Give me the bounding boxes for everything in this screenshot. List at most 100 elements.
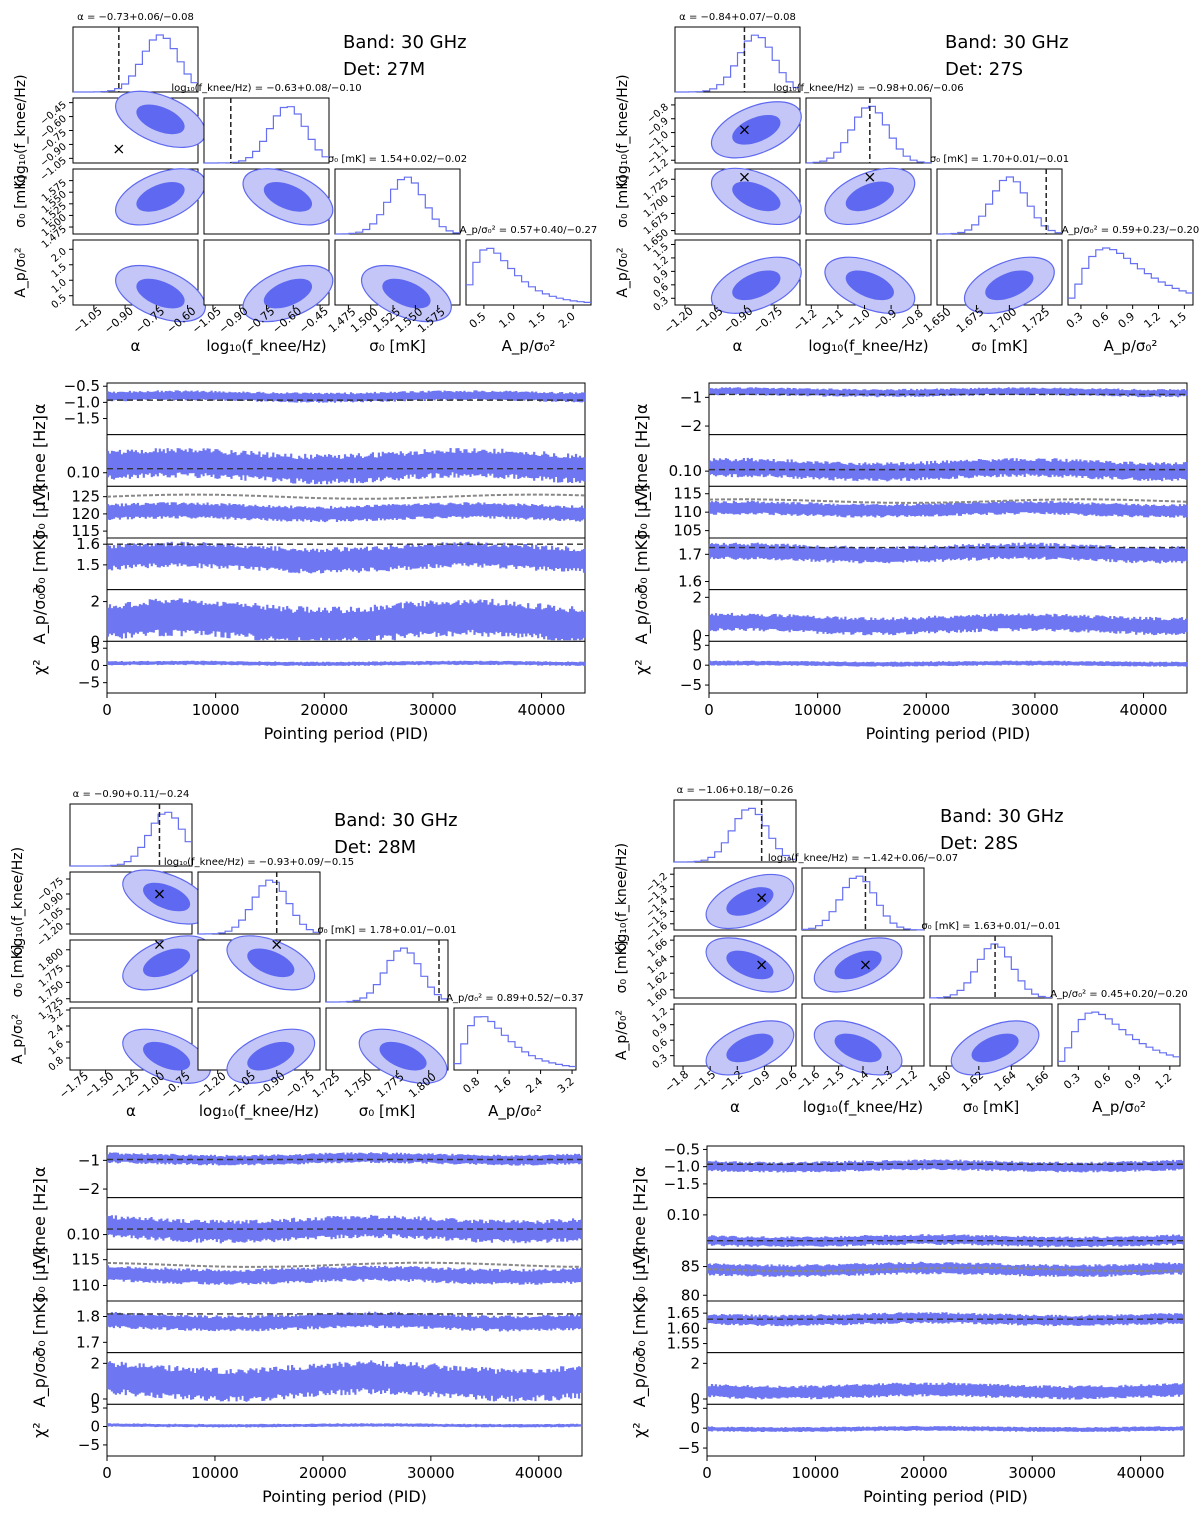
timeseries-samples	[106, 1423, 583, 1428]
posterior-title-fknee: log₁₀(f_knee/Hz) = −1.42+0.06/−0.07	[768, 853, 958, 864]
corner-cell-3-2	[325, 1007, 449, 1084]
y-axis-label-fknee: log₁₀(f_knee/Hz)	[13, 74, 29, 186]
timeseries-row-2: 85 80 σ₀ [μV]	[630, 1248, 1185, 1304]
y-tick-label: 0.10	[67, 464, 100, 482]
reference-marker	[865, 172, 875, 182]
y-tick-label: −5	[678, 1439, 700, 1457]
y-axis-label-ap: A_p/σ₀²	[615, 247, 631, 297]
contour-68	[732, 181, 781, 212]
timeseries-ylabel: A_p/σ₀²	[630, 1350, 650, 1407]
timeseries-row-1: 0.10 f_knee [Hz]	[630, 1178, 1185, 1269]
corner-cell-1-1	[801, 867, 925, 931]
reference-marker	[739, 172, 749, 182]
posterior-title-fknee: log₁₀(f_knee/Hz) = −0.93+0.09/−0.15	[164, 857, 354, 868]
x-tick-label: −1.1	[817, 307, 846, 334]
y-axis-label-sigma0: σ₀ [mK]	[13, 175, 29, 228]
x-axis-label: Pointing period (PID)	[866, 724, 1031, 743]
x-tick-label: 3.2	[555, 1075, 577, 1096]
corner-cell-2-2	[929, 935, 1053, 999]
posterior-histogram-sigma0	[326, 947, 448, 1003]
x-tick-label: 0	[704, 701, 714, 719]
corner-cell-3-0	[673, 1003, 797, 1076]
timeseries-samples	[106, 1360, 583, 1402]
timeseries-samples	[106, 390, 586, 403]
x-tick-label: −1.20	[662, 305, 696, 337]
y-tick-label: 105	[673, 522, 702, 540]
corner-cell-3-2	[334, 239, 461, 323]
contour-68	[732, 114, 781, 145]
corner-cell-3-1	[203, 239, 334, 323]
posterior-histogram-alpha	[73, 34, 198, 93]
y-tick-label: 1.6	[678, 573, 702, 591]
timeseries-row-1: 0.10 f_knee [Hz]	[30, 415, 586, 506]
panel-2: Band: 30 GHz Det: 28M α = −0.90+0.11/−0.24…	[10, 789, 584, 1506]
sigma-reference-curve	[706, 1266, 1185, 1272]
y-tick-label: 0.6	[651, 1037, 670, 1056]
posterior-histogram-fknee	[802, 875, 924, 931]
corner-cell-3-3	[1067, 239, 1194, 306]
y-tick-label: −1.0	[64, 393, 100, 411]
reference-marker	[272, 940, 282, 950]
timeseries-ylabel: A_p/σ₀²	[30, 587, 50, 644]
timeseries-row-0: −0.5−1.0−1.5 α	[630, 1140, 1185, 1199]
x-axis-label-ap: A_p/σ₀²	[1092, 1098, 1146, 1117]
corner-cell-2-2	[334, 168, 461, 235]
y-tick-label: 2	[690, 1354, 700, 1372]
corner-cell-frame	[334, 168, 461, 235]
y-tick-label: 115	[71, 522, 100, 540]
y-tick-label: 0	[90, 1390, 100, 1408]
y-tick-label: −2	[680, 417, 702, 435]
contour-68	[247, 948, 295, 978]
contour-68	[834, 950, 882, 980]
x-tick-label: 10000	[792, 1464, 840, 1482]
timeseries-samples	[106, 1311, 583, 1332]
x-tick-label: 1.725	[310, 1070, 342, 1100]
timeseries-row-1: 0.10 f_knee [Hz]	[632, 415, 1188, 506]
timeseries-axes-frame	[706, 1300, 1185, 1354]
x-tick-label: 40000	[1120, 701, 1168, 719]
timeseries-ylabel: σ₀ [μV]	[30, 1248, 49, 1303]
y-tick-label: 0	[692, 656, 702, 674]
x-tick-label: 1.2	[1153, 1071, 1175, 1092]
contour-68	[143, 882, 191, 912]
timeseries-ylabel: σ₀ [mK]	[30, 1297, 49, 1357]
reference-marker	[155, 940, 164, 950]
posterior-title-sigma0: σ₀ [mK] = 1.54+0.02/−0.02	[328, 154, 467, 165]
corner-cell-1-1	[197, 871, 321, 935]
x-tick-label: −0.6	[771, 1068, 800, 1095]
y-axis-label-sigma0: σ₀ [mK]	[10, 945, 26, 998]
corner-cell-2-1	[805, 167, 932, 235]
contour-68	[726, 887, 774, 916]
x-tick-label: −1.2	[791, 307, 820, 334]
timeseries-row-0: −1 −2 α	[632, 382, 1188, 436]
timeseries-ylabel: α	[30, 404, 49, 415]
timeseries-ylabel: χ²	[30, 659, 49, 675]
posterior-histogram-ap	[466, 247, 591, 303]
x-axis-label-ap: A_p/σ₀²	[1104, 337, 1158, 356]
y-tick-label: 1.0	[50, 277, 69, 296]
x-tick-label: 0.3	[1064, 310, 1086, 331]
band-label: Band: 30 GHz	[945, 32, 1069, 53]
contour-68	[143, 1041, 191, 1071]
corner-cell-3-3	[465, 239, 592, 306]
y-tick-label: 0.10	[667, 1206, 700, 1224]
posterior-title-fknee: log₁₀(f_knee/Hz) = −0.98+0.06/−0.06	[773, 83, 963, 94]
band-label: Band: 30 GHz	[334, 810, 458, 831]
timeseries-row-1: 0.10 f_knee [Hz]	[30, 1178, 583, 1269]
x-axis-label: Pointing period (PID)	[264, 724, 429, 743]
contour-68	[263, 182, 313, 212]
contour-68	[382, 278, 431, 309]
corner-cell-1-1	[805, 97, 932, 164]
x-tick-label: 20000	[299, 1464, 347, 1482]
y-tick-label: 1.55	[667, 1335, 700, 1353]
corner-cell-1-0	[69, 869, 211, 935]
y-axis-label-sigma0: σ₀ [mK]	[615, 175, 631, 228]
band-label: Band: 30 GHz	[343, 32, 467, 53]
contour-68	[971, 1033, 1019, 1063]
timeseries-row-0: −0.5−1.0−1.5 α	[30, 377, 586, 436]
reference-marker	[757, 893, 767, 903]
y-tick-label: 5	[90, 1399, 100, 1417]
x-tick-label: 30000	[407, 1464, 455, 1482]
